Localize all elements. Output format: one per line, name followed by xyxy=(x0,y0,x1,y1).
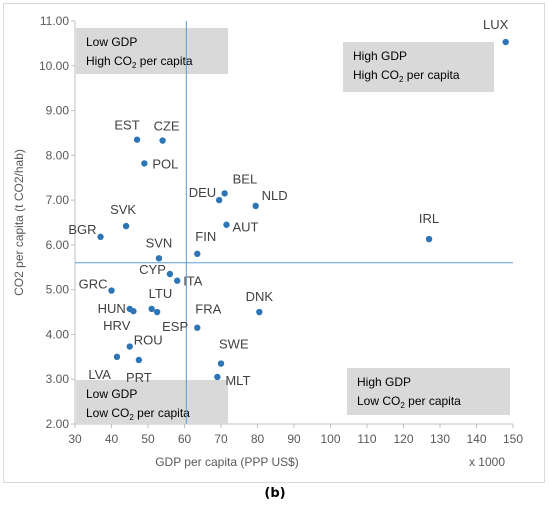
data-point-grc xyxy=(108,287,115,294)
data-point-swe xyxy=(217,360,225,367)
data-point-ltu xyxy=(148,305,155,313)
x-tick-label: 50 xyxy=(141,432,155,446)
data-point-irl xyxy=(425,235,433,243)
point-label-hun: HUN xyxy=(98,301,126,316)
data-point-deu xyxy=(215,196,223,204)
point-label-cyp: CYP xyxy=(139,262,166,277)
point-label-swe: SWE xyxy=(219,337,249,352)
point-label-fra: FRA xyxy=(195,302,221,317)
y-tick-label: 2.00 xyxy=(46,417,70,431)
data-point-cyp xyxy=(166,270,174,278)
quadrant-label-box xyxy=(347,368,510,415)
data-point-prt xyxy=(135,356,143,364)
x-tick-label: 110 xyxy=(357,432,376,446)
data-point-lva xyxy=(113,353,121,361)
x-tick-label: 120 xyxy=(393,432,413,446)
point-label-dnk: DNK xyxy=(246,289,274,304)
quadrant-label-box xyxy=(76,380,228,424)
y-tick-label: 4.00 xyxy=(46,327,70,341)
x-axis-multiplier: x 1000 xyxy=(469,455,505,469)
y-tick-label: 11.00 xyxy=(40,14,69,28)
data-point-hrv xyxy=(130,307,137,315)
x-tick-label: 150 xyxy=(503,432,523,446)
quadrant-label-box xyxy=(76,28,228,74)
quadrant-label-gdp: High GDP xyxy=(353,49,407,63)
quadrant-label-box xyxy=(343,42,494,92)
point-label-ita: ITA xyxy=(183,274,203,289)
point-label-est: EST xyxy=(114,118,139,133)
point-label-aut: AUT xyxy=(232,220,258,235)
point-label-cze: CZE xyxy=(154,119,180,134)
data-point-pol xyxy=(141,160,148,167)
point-label-bel: BEL xyxy=(233,171,258,186)
quadrant-label-gdp: Low GDP xyxy=(86,35,137,49)
y-tick-label: 3.00 xyxy=(46,372,70,386)
y-axis-title: CO2 per capita (t CO2/hab) xyxy=(12,149,26,296)
quadrant-label-co2: High CO2 per capita xyxy=(353,68,460,84)
y-tick-label: 5.00 xyxy=(46,283,70,297)
point-label-nld: NLD xyxy=(262,188,288,203)
x-tick-label: 40 xyxy=(105,432,119,446)
data-point-esp xyxy=(153,308,161,316)
x-tick-label: 130 xyxy=(430,432,450,446)
point-label-ltu: LTU xyxy=(149,286,173,301)
chart-frame: 2.00 3.00 4.00 5.00 6.00 7.00 8.00 9.00 10.00 11.… xyxy=(3,3,545,483)
x-tick-label: 90 xyxy=(287,432,301,446)
x-tick-label: 70 xyxy=(214,432,228,446)
figure-caption: (b) xyxy=(264,486,286,501)
point-label-deu: DEU xyxy=(189,185,216,200)
point-label-svn: SVN xyxy=(146,235,173,250)
point-label-esp: ESP xyxy=(162,319,188,334)
x-tick-label: 100 xyxy=(320,432,340,446)
data-point-svk xyxy=(122,222,130,230)
y-tick-label: 9.00 xyxy=(46,104,70,118)
y-tick-label: 8.00 xyxy=(46,148,70,162)
x-tick-label: 60 xyxy=(178,432,192,446)
data-point-nld xyxy=(252,202,259,210)
data-point-lux xyxy=(502,38,509,46)
data-point-rou xyxy=(126,343,133,350)
point-label-bgr: BGR xyxy=(68,222,96,237)
x-axis-title: GDP per capita (PPP US$) xyxy=(155,455,299,469)
data-point-fin xyxy=(194,250,201,258)
x-tick-label: 30 xyxy=(68,432,82,446)
data-point-cze xyxy=(159,137,166,144)
point-label-lva: LVA xyxy=(88,367,111,382)
x-tick-label: 80 xyxy=(251,432,265,446)
data-point-ita xyxy=(174,277,181,284)
point-label-grc: GRC xyxy=(79,277,108,292)
data-point-est xyxy=(133,136,141,143)
y-tick-label: 7.00 xyxy=(46,193,70,207)
y-tick-label: 6.00 xyxy=(46,238,70,252)
data-point-fra xyxy=(194,324,201,331)
point-label-hrv: HRV xyxy=(103,318,131,333)
point-label-lux: LUX xyxy=(483,17,509,32)
data-point-bel xyxy=(221,190,228,197)
point-label-rou: ROU xyxy=(134,333,163,348)
quadrant-label-gdp: Low GDP xyxy=(86,387,137,401)
data-point-bgr xyxy=(97,233,104,241)
point-label-prt: PRT xyxy=(126,370,152,385)
x-tick-label: 140 xyxy=(466,432,486,446)
quadrant-label-gdp: High GDP xyxy=(357,375,411,389)
point-label-fin: FIN xyxy=(195,229,216,244)
point-label-pol: POL xyxy=(152,156,178,171)
point-label-mlt: MLT xyxy=(225,373,250,388)
quadrant-label-co2: Low CO2 per capita xyxy=(357,394,461,410)
quadrant-label-co2: High CO2 per capita xyxy=(86,54,193,70)
data-point-aut xyxy=(223,221,230,228)
data-point-dnk xyxy=(256,308,263,316)
point-label-irl: IRL xyxy=(419,211,439,226)
point-label-svk: SVK xyxy=(110,202,136,217)
scatter-chart: 2.00 3.00 4.00 5.00 6.00 7.00 8.00 9.00 10.00 11.… xyxy=(12,14,523,469)
y-tick-label: 10.00 xyxy=(39,59,69,73)
data-point-svn xyxy=(155,255,163,262)
quadrant-label-co2: Low CO2 per capita xyxy=(86,406,190,422)
data-point-mlt xyxy=(214,373,221,381)
